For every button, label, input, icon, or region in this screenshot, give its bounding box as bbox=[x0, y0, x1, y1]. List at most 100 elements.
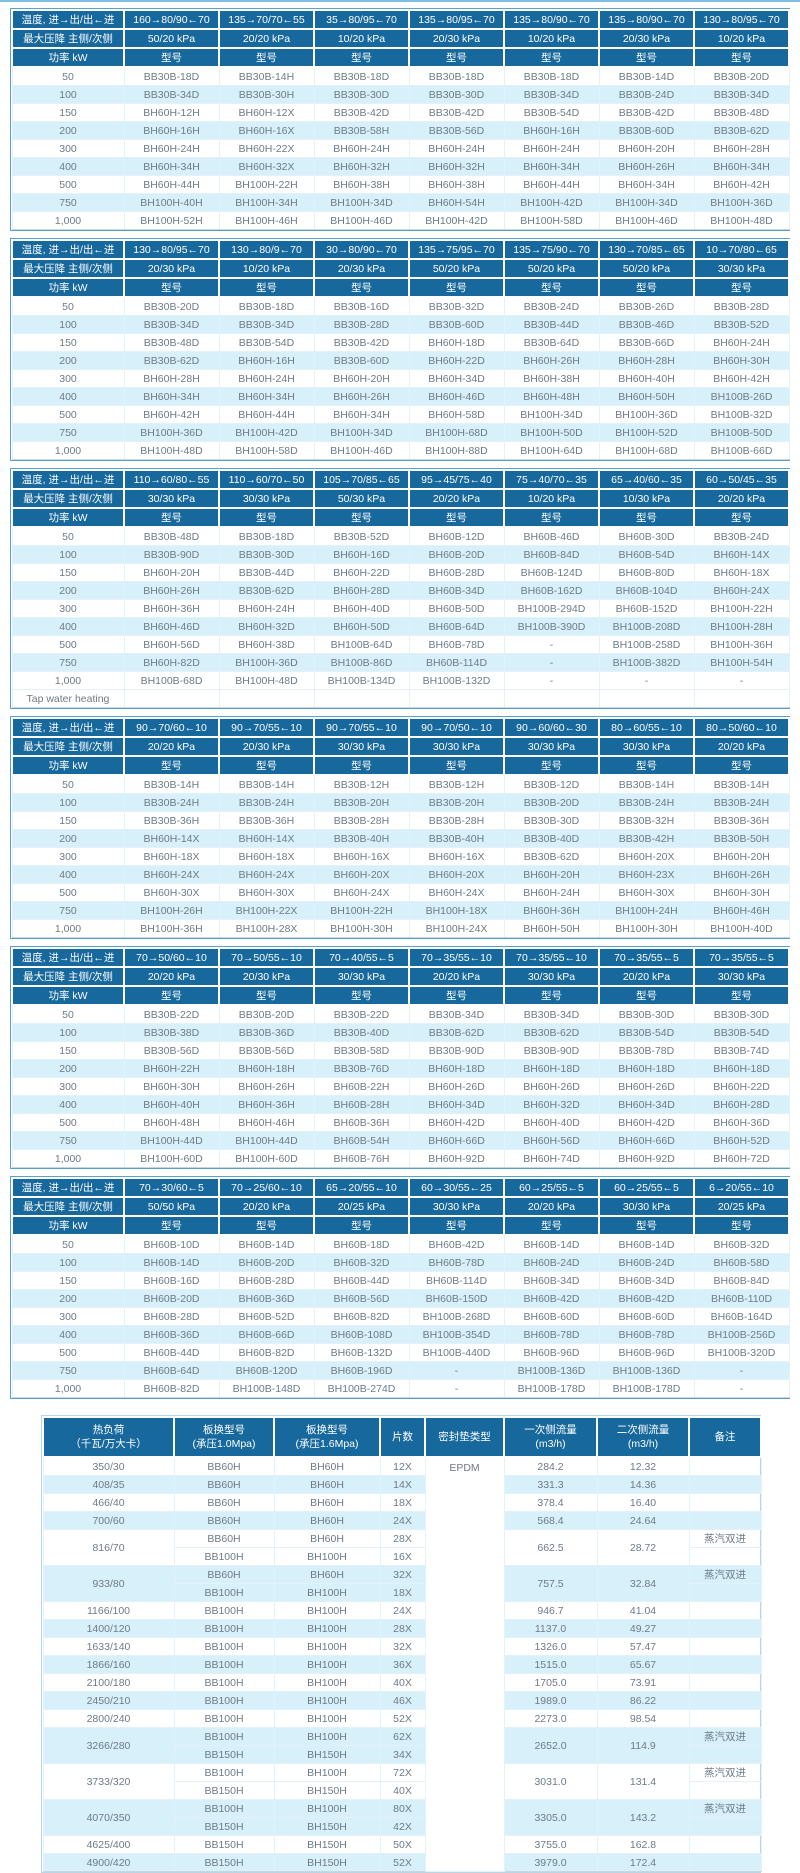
model-header-row: 功率 kW 型号 型号 型号 型号 型号 型号 型号 bbox=[11, 47, 790, 68]
model-cell: BH100H-30H bbox=[313, 919, 410, 938]
model-cell: BB30B-34D bbox=[123, 315, 220, 334]
power-cell: 200 bbox=[11, 121, 125, 140]
plate-count-cell: 32X bbox=[379, 1637, 426, 1657]
model-cell: BB30B-60D bbox=[408, 315, 505, 334]
model-cell: BB30B-26D bbox=[598, 296, 695, 316]
model-1mpa-cell: BB150H bbox=[173, 1817, 275, 1837]
model-header-cell: 型号 bbox=[123, 985, 220, 1006]
model-cell: BH60B-60D bbox=[503, 1307, 600, 1326]
model-cell: BB30B-20D bbox=[218, 1004, 315, 1024]
temperature-header-cell: 70→50/60←10 bbox=[123, 947, 220, 968]
model-cell: BH60B-60D bbox=[598, 1307, 695, 1326]
model-1mpa-cell: BB100H bbox=[173, 1691, 275, 1711]
model-cell: BH60H-28H bbox=[598, 351, 695, 370]
model-header-cell: 型号 bbox=[218, 277, 315, 298]
model-data-row: 750 BH100H-26H BH100H-22X BH100H-22H BH100H-… bbox=[11, 901, 790, 920]
model-cell: BH100H-48D bbox=[123, 441, 220, 460]
pressure-header-cell: 20/20 kPa bbox=[123, 966, 220, 987]
primary-flow-cell: 331.3 bbox=[503, 1475, 598, 1495]
pressure-header-cell: 30/30 kPa bbox=[408, 1196, 505, 1217]
power-row-label: 功率 kW bbox=[11, 755, 125, 776]
model-1mpa-cell: BB100H bbox=[173, 1601, 275, 1621]
secondary-flow-cell: 32.84 bbox=[596, 1565, 690, 1603]
model-cell: BH100H-46D bbox=[313, 441, 410, 460]
model-cell: BH100B-440D bbox=[408, 1343, 505, 1362]
secondary-flow-cell: 12.32 bbox=[596, 1456, 690, 1477]
model-data-row: 400 BH60H-24X BH60H-24X BH60H-20X BH60H-20X B… bbox=[11, 865, 790, 884]
temperature-header-cell: 90→70/50←10 bbox=[408, 717, 505, 738]
model-cell: BB30B-36H bbox=[123, 811, 220, 830]
model-cell: BB30B-14H bbox=[598, 774, 695, 794]
model-cell: BH60H-20H bbox=[123, 563, 220, 582]
model-data-row: 100 BB30B-90D BB30B-30D BH60H-16D BH60B-20D B… bbox=[11, 545, 790, 564]
model-header-cell: 型号 bbox=[218, 1215, 315, 1236]
plate-count-cell: 14X bbox=[379, 1475, 426, 1495]
primary-flow-cell: 3755.0 bbox=[503, 1835, 598, 1855]
model-1mpa-cell: BB100H bbox=[173, 1655, 275, 1675]
temperature-header-cell: 70→35/55←5 bbox=[598, 947, 695, 968]
model-data-row: 300 BH60H-24H BH60H-22X BH60H-24H BH60H-24H B… bbox=[11, 139, 790, 158]
model-data-row: 200 BB30B-62D BH60H-16H BB30B-60D BH60H-22D B… bbox=[11, 351, 790, 370]
model-cell: BH100H-68D bbox=[408, 423, 505, 442]
temperature-header-cell: 130→80/9←70 bbox=[218, 239, 315, 260]
power-cell: 1,000 bbox=[11, 211, 125, 230]
model-cell: BH60B-20D bbox=[123, 1289, 220, 1308]
pressure-header-cell: 20/20 kPa bbox=[218, 28, 315, 49]
model-cell: BB30B-42D bbox=[408, 103, 505, 122]
model-cell: BH60B-50D bbox=[408, 599, 505, 618]
secondary-flow-cell: 131.4 bbox=[596, 1763, 690, 1801]
pressure-header-row: 最大压降 主侧/次侧 20/20 kPa 20/30 kPa 30/30 kPa 30/… bbox=[11, 736, 790, 757]
model-header-cell: 型号 bbox=[693, 47, 790, 68]
gasket-type-cell: EPDM bbox=[424, 1456, 505, 1873]
temperature-header-row: 温度, 进→出/出←进 130→80/95←70 130→80/9←70 30→80/… bbox=[11, 239, 790, 260]
model-cell: BH100H-36D bbox=[598, 405, 695, 424]
model-cell: BH100B-354D bbox=[408, 1325, 505, 1344]
remark-cell bbox=[688, 1637, 762, 1657]
model-cell: BB30B-30D bbox=[503, 811, 600, 830]
remark-cell bbox=[688, 1547, 762, 1567]
model-cell: BB30B-54D bbox=[218, 333, 315, 352]
temperature-header-cell: 70→35/55←10 bbox=[503, 947, 600, 968]
model-cell: BH100H-46H bbox=[218, 211, 315, 230]
model-cell: BH60H-26H bbox=[313, 387, 410, 406]
model-cell: BB30B-62D bbox=[123, 351, 220, 370]
model-cell: BB30B-14H bbox=[693, 774, 790, 794]
model-cell: BH100B-132D bbox=[408, 671, 505, 690]
model-cell: BH60B-114D bbox=[408, 653, 505, 672]
temperature-header-cell: 90→70/60←10 bbox=[123, 717, 220, 738]
model-cell: BH100H-60D bbox=[123, 1149, 220, 1168]
model-data-row: 50 BH60B-10D BH60B-14D BH60B-18D BH60B-42D BH… bbox=[11, 1234, 790, 1254]
pressure-header-cell: 10/20 kPa bbox=[503, 488, 600, 509]
power-cell: 300 bbox=[11, 1307, 125, 1326]
model-1-6mpa-cell: BH150H bbox=[273, 1745, 381, 1765]
model-cell: BH60H-26H bbox=[218, 1077, 315, 1096]
model-1-6mpa-cell: BH100H bbox=[273, 1637, 381, 1657]
power-cell: 500 bbox=[11, 635, 125, 654]
model-cell: BH60B-14D bbox=[503, 1234, 600, 1254]
secondary-flow-cell: 49.27 bbox=[596, 1619, 690, 1639]
model-cell: BH100H-42D bbox=[218, 423, 315, 442]
plate-count-cell: 80X bbox=[379, 1799, 426, 1819]
model-1mpa-cell: BB100H bbox=[173, 1799, 275, 1819]
pressure-header-cell: 20/30 kPa bbox=[408, 28, 505, 49]
model-cell: BH60H-32H bbox=[313, 157, 410, 176]
model-cell: BH100H-34D bbox=[313, 423, 410, 442]
spec-data-row: 2800/240 BB100H BH100H 52X 2273.0 98.54 bbox=[42, 1709, 762, 1729]
model-1-6mpa-cell: BH100H bbox=[273, 1799, 381, 1819]
plate-count-cell: 36X bbox=[379, 1655, 426, 1675]
model-cell: BH60H-30H bbox=[693, 883, 790, 902]
model-data-row: 50 BB30B-48D BB30B-18D BB30B-52D BH60B-12D BH… bbox=[11, 526, 790, 546]
pressure-row-label: 最大压降 主侧/次侧 bbox=[11, 488, 125, 509]
pressure-header-cell: 20/20 kPa bbox=[503, 1196, 600, 1217]
power-cell: 150 bbox=[11, 811, 125, 830]
model-cell: BH60B-162D bbox=[503, 581, 600, 600]
power-cell: 150 bbox=[11, 103, 125, 122]
model-cell: BH60H-30H bbox=[123, 1077, 220, 1096]
model-cell: BH60B-16D bbox=[123, 1271, 220, 1290]
pressure-header-cell: 30/30 kPa bbox=[408, 736, 505, 757]
temperature-header-cell: 10→70/80←65 bbox=[693, 239, 790, 260]
power-cell: 1,000 bbox=[11, 1379, 125, 1398]
temperature-header-cell: 135→80/95←70 bbox=[408, 9, 505, 30]
model-cell: BB30B-12D bbox=[503, 774, 600, 794]
power-cell: 150 bbox=[11, 333, 125, 352]
